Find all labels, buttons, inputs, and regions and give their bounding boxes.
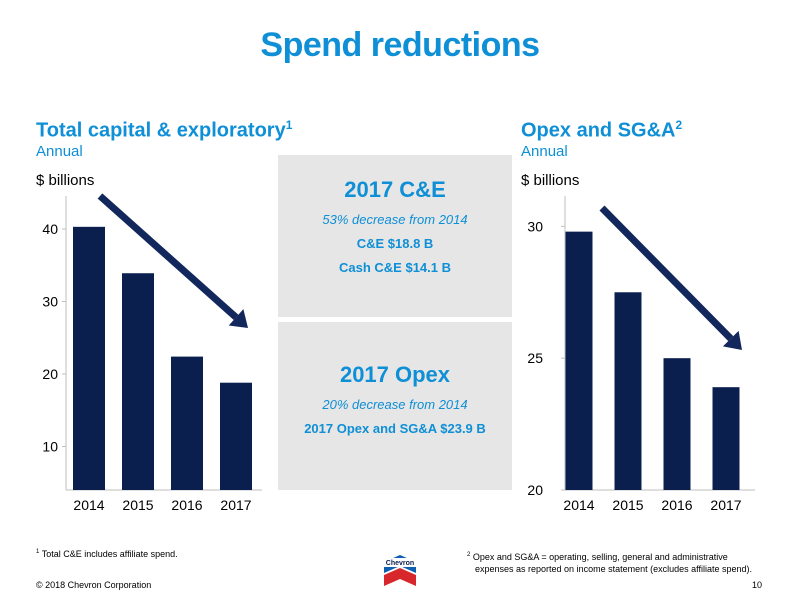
footnote-1: 1 Total C&E includes affiliate spend.: [36, 546, 178, 560]
ce-panel: 2017 C&E 53% decrease from 2014 C&E $18.…: [278, 155, 512, 317]
trend-arrow-shaft: [599, 205, 734, 342]
page-title: Spend reductions: [260, 26, 540, 64]
footnote-2-text-1: Opex and SG&A = operating, selling, gene…: [472, 552, 728, 562]
y-tick-label: 10: [42, 439, 58, 455]
logo-text: Chevron: [386, 560, 414, 567]
capital-exploratory-bar-chart: 10 20 30 40 2014 2015 2016 2017: [42, 193, 262, 513]
footnote-2-number: 2: [467, 552, 471, 558]
ce-panel-decrease: 53% decrease from 2014: [322, 212, 468, 227]
bar-2014: [73, 226, 105, 490]
chevron-logo: Chevron: [378, 553, 422, 589]
right-chart-title: Opex and SG&A2: [521, 118, 682, 143]
page-number: 10: [752, 580, 763, 590]
y-tick-label: 30: [527, 218, 543, 234]
footnote-1-number: 1: [36, 549, 40, 555]
bar-2015: [614, 292, 642, 490]
trend-arrow-head: [722, 330, 742, 350]
right-chart-subtitle: Annual: [521, 143, 568, 160]
ce-panel-title: 2017 C&E: [344, 177, 446, 202]
bar-2017: [712, 387, 740, 490]
opex-panel: 2017 Opex 20% decrease from 2014 2017 Op…: [278, 322, 512, 490]
bar-2014: [565, 231, 593, 491]
x-tick-label: 2016: [171, 497, 202, 513]
y-tick-label: 30: [42, 294, 58, 310]
ce-panel-ce-value: C&E $18.8 B: [356, 236, 434, 251]
chevron-logo-icon: Chevron: [383, 555, 417, 586]
trend-arrow-shaft: [97, 193, 239, 320]
footnote-1-text: Total C&E includes affiliate spend.: [41, 549, 178, 559]
left-chart-title-footnote: 1: [285, 118, 293, 132]
bar-2015: [122, 273, 154, 490]
y-tick-label: 20: [42, 366, 58, 382]
footnote-2-text-2: expenses as reported on income statement…: [475, 564, 752, 574]
x-tick-label: 2015: [122, 497, 153, 513]
ce-panel-cash-ce-value: Cash C&E $14.1 B: [339, 260, 451, 275]
y-tick-label: 25: [527, 350, 543, 366]
left-chart-title-text: Total capital & exploratory: [36, 119, 286, 142]
opex-sga-bar-chart: 20 25 30 2014 2015 2016 2017: [527, 196, 755, 513]
right-chart-title-footnote: 2: [675, 118, 683, 132]
x-tick-label: 2015: [612, 497, 643, 513]
y-tick-label: 40: [42, 221, 58, 237]
footnote-2: 2 Opex and SG&A = operating, selling, ge…: [467, 549, 752, 575]
left-chart-subtitle: Annual: [36, 143, 83, 160]
x-tick-label: 2017: [220, 497, 251, 513]
opex-panel-decrease: 20% decrease from 2014: [322, 397, 468, 412]
bar-2016: [663, 358, 691, 490]
right-chart-unit: $ billions: [521, 172, 580, 189]
trend-arrow-head: [228, 309, 248, 328]
bar-2017: [220, 382, 252, 490]
footnote-2-line-1: 2 Opex and SG&A = operating, selling, ge…: [467, 549, 752, 563]
left-chart-title: Total capital & exploratory1: [36, 118, 292, 143]
copyright: © 2018 Chevron Corporation: [36, 580, 152, 590]
y-tick-label: 20: [527, 482, 543, 498]
right-chart-title-text: Opex and SG&A: [521, 119, 676, 142]
x-tick-label: 2016: [661, 497, 692, 513]
x-tick-label: 2017: [710, 497, 741, 513]
bar-2016: [171, 356, 203, 490]
opex-panel-title: 2017 Opex: [339, 362, 451, 387]
x-tick-label: 2014: [73, 497, 104, 513]
opex-panel-value: 2017 Opex and SG&A $23.9 B: [304, 421, 486, 436]
x-tick-label: 2014: [563, 497, 594, 513]
left-chart-unit: $ billions: [36, 172, 95, 189]
